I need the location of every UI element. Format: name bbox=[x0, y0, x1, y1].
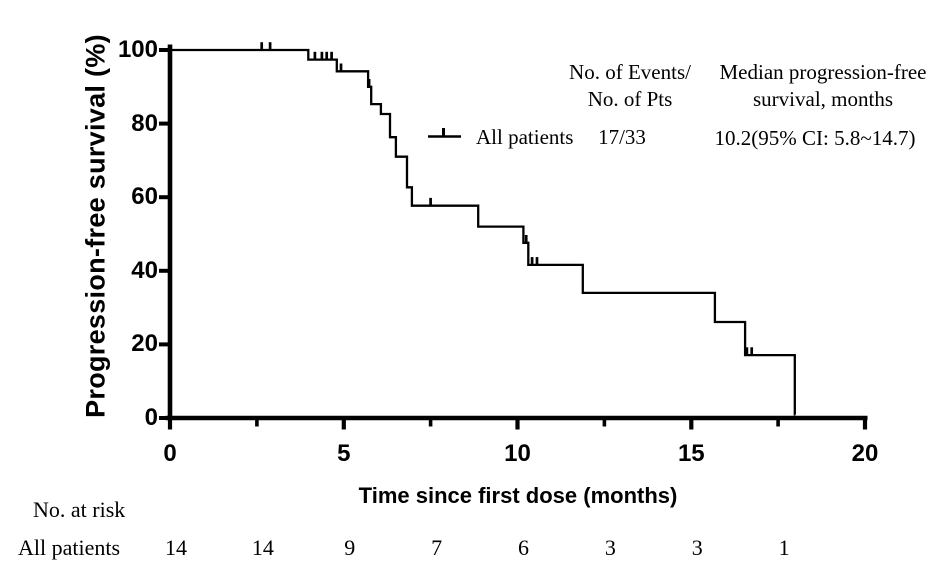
at-risk-title: No. at risk bbox=[33, 497, 126, 522]
y-tick-label: 40 bbox=[131, 256, 158, 284]
y-tick-label: 20 bbox=[131, 330, 158, 358]
x-tick-label: 0 bbox=[163, 440, 177, 467]
at-risk-row-label: All patients bbox=[18, 535, 121, 560]
at-risk-count: 14 bbox=[165, 535, 187, 560]
y-axis-title: Progression-free survival (%) bbox=[80, 34, 111, 418]
events-column-header: No. of Events/ No. of Pts bbox=[569, 59, 691, 113]
events-value: 17/33 bbox=[598, 125, 646, 149]
y-tick-label: 100 bbox=[117, 36, 158, 63]
x-axis-title: Time since first dose (months) bbox=[358, 483, 678, 508]
median-header-line2: survival, months bbox=[752, 87, 893, 111]
legend-symbol bbox=[428, 128, 461, 138]
y-tick-label: 80 bbox=[131, 109, 158, 137]
y-tick-label: 0 bbox=[144, 404, 158, 431]
at-risk-count: 3 bbox=[604, 535, 616, 560]
y-tick-label: 60 bbox=[131, 183, 158, 211]
at-risk-count: 1 bbox=[778, 535, 790, 560]
legend-series-label: All patients bbox=[476, 125, 574, 149]
at-risk-count: 7 bbox=[431, 535, 443, 560]
events-header-line2: No. of Pts bbox=[587, 87, 673, 111]
at-risk-count: 9 bbox=[344, 535, 356, 560]
median-value: 10.2(95% CI: 5.8~14.7) bbox=[714, 126, 916, 150]
at-risk-count: 14 bbox=[251, 535, 274, 560]
median-column-header: Median progression-free survival, months bbox=[719, 59, 926, 113]
x-tick-label: 15 bbox=[677, 440, 705, 467]
x-tick-label: 10 bbox=[504, 440, 531, 467]
at-risk-count: 6 bbox=[518, 535, 529, 560]
median-header-line1: Median progression-free bbox=[719, 60, 927, 84]
x-tick-label: 20 bbox=[851, 440, 879, 467]
x-tick-label: 5 bbox=[337, 440, 351, 467]
survival-curve bbox=[170, 48, 796, 416]
events-header-line1: No. of Events/ bbox=[569, 60, 691, 84]
at-risk-count: 3 bbox=[691, 535, 703, 560]
